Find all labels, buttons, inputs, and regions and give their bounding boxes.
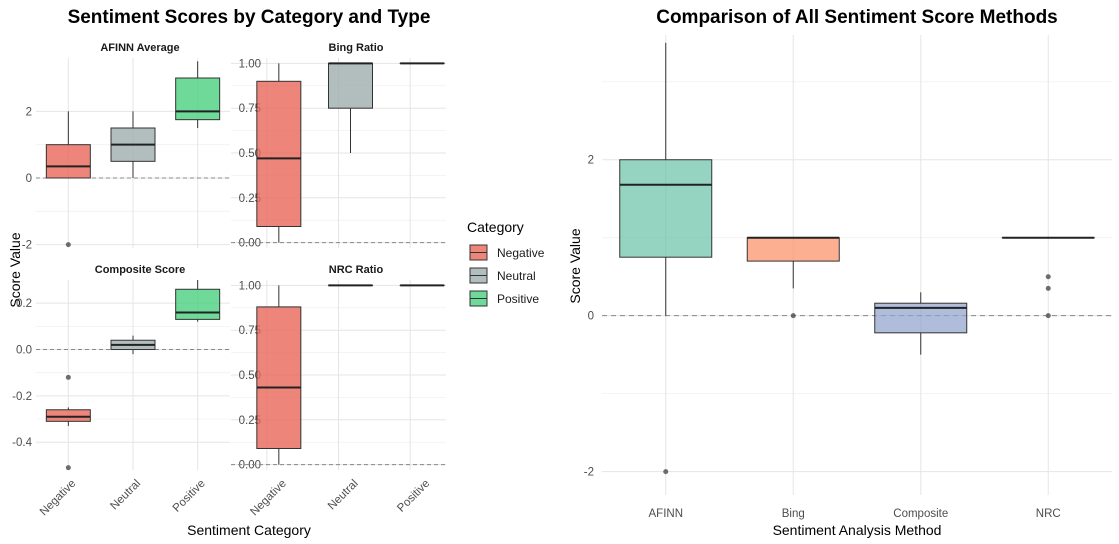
panel-nrc-ratio-ytick-label: 0.75 [239,325,261,337]
right-xtick-nrc: NRC [1036,508,1061,520]
panel-nrc-ratio-strip-title: NRC Ratio [329,264,384,276]
right-y-axis-label: Score Value [567,228,583,303]
right-nrc-outlier-3 [1045,313,1051,319]
panel-nrc-ratio-negative-box [256,306,302,449]
right-afinn-outlier-1 [663,469,669,475]
panel-composite-score-ytick-label: 0.0 [16,345,32,357]
right-bing-box [746,237,840,262]
panel-composite-score-negative-outlier-2 [65,465,71,471]
right-chart-title: Comparison of All Sentiment Score Method… [656,7,1058,28]
right-nrc-outlier-2 [1045,285,1051,291]
panel-nrc-ratio-ytick-label: 0.50 [239,370,261,382]
panel-nrc-ratio: NRC Ratio 0.00 0.25 0.50 0.75 1.00 Negative Neu… [231,264,446,518]
left-y-axis-label: Score Value [7,232,23,307]
right-xtick-bing: Bing [782,508,805,520]
legend: Negative Neutral Positive [469,244,545,307]
panel-bing-ratio-neutral-box [328,62,373,109]
panel-composite-score-negative-box [45,409,91,422]
left-x-axis-label: Sentiment Category [187,522,311,538]
panel-nrc-ratio-ytick-label: 0.25 [239,415,261,427]
right-ytick-label: -2 [584,467,594,479]
left-chart-title: Sentiment Scores by Category and Type [68,7,431,28]
right-ytick-label: 0 [588,311,594,323]
panel-bing-ratio: Bing Ratio 0.00 0.25 0.50 0.75 1.00 [231,42,446,250]
panel-afinn-average-ytick-label: 0 [26,173,32,185]
panel-bing-ratio-ytick-label: 1.00 [239,58,261,70]
panel-composite-score-xtick-neutral: Neutral [108,478,143,513]
right-afinn-box [619,159,713,258]
panel-afinn-average-negative-box [45,144,91,179]
panel-composite-score-negative-outlier-1 [65,374,71,380]
facet-panels: AFINN Average -2 0 2 Bing Ratio 0.00 0.25 0.50 0… [12,42,446,518]
panel-afinn-average-ytick-label: 2 [26,106,32,118]
panel-composite-score-strip-title: Composite Score [95,264,185,276]
comparison-plot: -2 0 2 AFINN Bing Composite NRC [584,35,1112,520]
legend-title: Category [467,219,524,235]
panel-afinn-average-negative-outlier-1 [65,242,71,248]
legend-label-negative: Negative [497,246,545,260]
panel-bing-ratio-ytick-label: 0.00 [239,238,261,250]
panel-composite-score-xtick-positive: Positive [171,478,208,515]
panel-nrc-ratio-xtick-positive: Positive [395,478,432,515]
panel-bing-ratio-ytick-label: 0.50 [239,148,261,160]
panel-nrc-ratio-xtick-negative: Negative [248,478,289,519]
right-xtick-composite: Composite [893,508,948,520]
panel-nrc-ratio-ytick-label: 0.00 [239,460,261,472]
panel-nrc-ratio-xtick-neutral: Neutral [326,478,361,513]
right-xtick-afinn: AFINN [649,508,684,520]
right-nrc-outlier-1 [1045,274,1051,280]
panel-composite-score-ytick-label: 0.2 [16,298,32,310]
panel-composite-score-xtick-negative: Negative [38,478,79,519]
panel-bing-ratio-ytick-label: 0.25 [239,193,261,205]
panel-afinn-average-strip-title: AFINN Average [100,42,179,54]
panel-composite-score: Composite Score -0.4 -0.2 0.0 0.2 Negative Neu… [12,264,230,518]
legend-label-positive: Positive [497,292,539,306]
panel-composite-score-ytick-label: -0.2 [12,391,32,403]
panel-composite-score-ytick-label: -0.4 [12,437,32,449]
panel-nrc-ratio-ytick-label: 1.00 [239,280,261,292]
right-bing-outlier-1 [790,313,796,319]
panel-afinn-average-ytick-label: -2 [22,240,32,252]
panel-bing-ratio-strip-title: Bing Ratio [329,42,384,54]
right-x-axis-label: Sentiment Analysis Method [773,522,942,538]
right-ytick-label: 2 [588,155,594,167]
panel-composite-score-positive-box [175,288,221,320]
panel-bing-ratio-negative-box [256,80,302,227]
legend-label-neutral: Neutral [497,269,536,283]
panel-bing-ratio-ytick-label: 0.75 [239,103,261,115]
panel-afinn-average: AFINN Average -2 0 2 [22,42,230,252]
panel-afinn-average-positive-box [175,77,221,121]
